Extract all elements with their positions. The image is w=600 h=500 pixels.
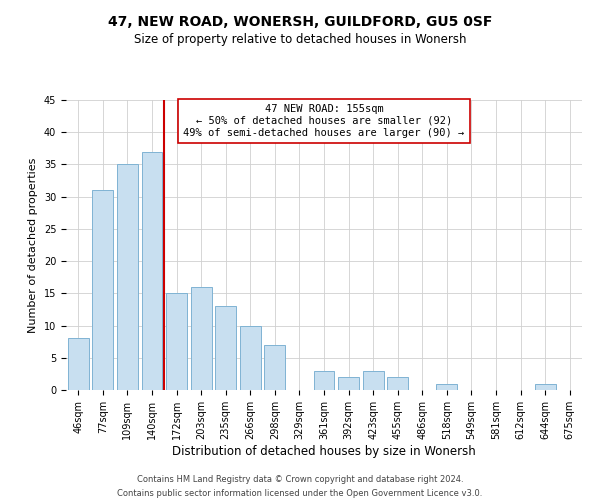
Text: 47, NEW ROAD, WONERSH, GUILDFORD, GU5 0SF: 47, NEW ROAD, WONERSH, GUILDFORD, GU5 0S… bbox=[108, 15, 492, 29]
Bar bbox=[436, 384, 457, 390]
Bar bbox=[387, 377, 408, 390]
Bar bbox=[535, 384, 556, 390]
Bar bbox=[142, 152, 163, 390]
Text: 47 NEW ROAD: 155sqm
← 50% of detached houses are smaller (92)
49% of semi-detach: 47 NEW ROAD: 155sqm ← 50% of detached ho… bbox=[184, 104, 464, 138]
Text: Size of property relative to detached houses in Wonersh: Size of property relative to detached ho… bbox=[134, 32, 466, 46]
Bar bbox=[166, 294, 187, 390]
Text: Contains HM Land Registry data © Crown copyright and database right 2024.
Contai: Contains HM Land Registry data © Crown c… bbox=[118, 476, 482, 498]
Bar bbox=[68, 338, 89, 390]
Bar bbox=[265, 345, 286, 390]
X-axis label: Distribution of detached houses by size in Wonersh: Distribution of detached houses by size … bbox=[172, 444, 476, 458]
Bar bbox=[92, 190, 113, 390]
Y-axis label: Number of detached properties: Number of detached properties bbox=[28, 158, 38, 332]
Bar bbox=[362, 370, 383, 390]
Bar bbox=[338, 377, 359, 390]
Bar bbox=[240, 326, 261, 390]
Bar bbox=[117, 164, 138, 390]
Bar bbox=[314, 370, 334, 390]
Bar bbox=[215, 306, 236, 390]
Bar bbox=[191, 287, 212, 390]
